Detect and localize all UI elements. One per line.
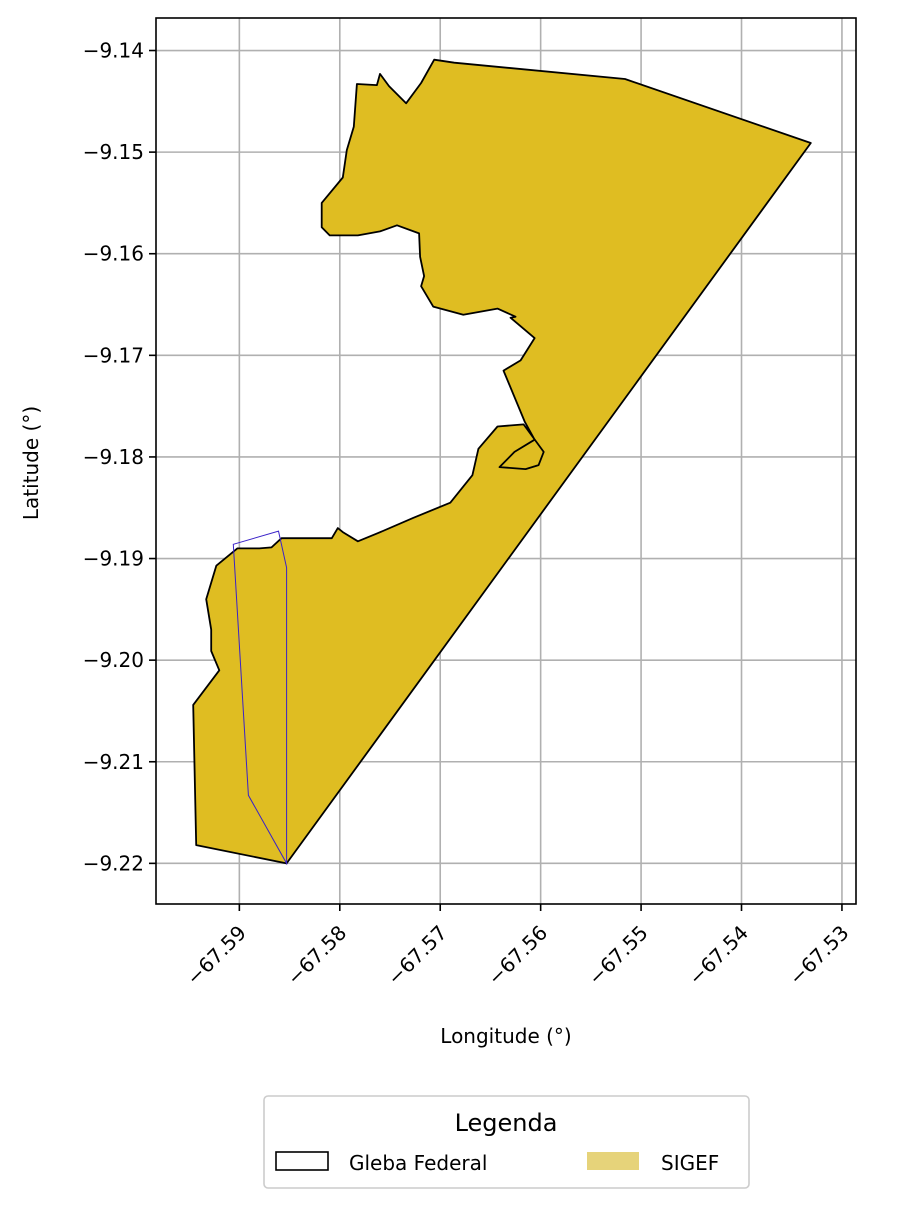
plot-frame: [155, 17, 857, 905]
y-tick-label: −9.20: [83, 648, 144, 672]
x-axis-title: Longitude (°): [440, 1024, 571, 1048]
y-tick-label: −9.15: [83, 140, 144, 164]
sigef-polygon: [232, 530, 288, 866]
y-tick-label: −9.17: [83, 343, 144, 367]
y-axis-title: Latitude (°): [19, 406, 43, 520]
y-tick-label: −9.18: [83, 445, 144, 469]
legend-label-gleba-federal: Gleba Federal: [349, 1151, 487, 1175]
legend-label-sigef: SIGEF: [661, 1151, 719, 1175]
legend-title: Legenda: [455, 1109, 558, 1137]
x-tick-label: −67.58: [282, 921, 351, 990]
x-axis-ticks: −67.59 −67.58 −67.57 −67.56 −67.55 −67.54 −67.…: [182, 904, 853, 990]
legend: Legenda Gleba Federal SIGEF: [263, 1095, 750, 1189]
x-tick-label: −67.54: [684, 921, 753, 990]
x-tick-label: −67.59: [182, 921, 251, 990]
legend-swatch-gleba-federal: [275, 1151, 329, 1171]
y-tick-label: −9.16: [83, 242, 144, 266]
legend-swatch-sigef: [587, 1152, 639, 1170]
y-tick-label: −9.19: [83, 547, 144, 571]
y-tick-label: −9.22: [83, 851, 144, 875]
y-tick-label: −9.14: [83, 39, 144, 63]
x-tick-label: −67.55: [583, 921, 652, 990]
x-tick-label: −67.53: [784, 921, 853, 990]
x-tick-label: −67.56: [483, 921, 552, 990]
y-axis-ticks: −9.14 −9.15 −9.16 −9.17 −9.18 −9.19 −9.20 −9.21…: [83, 39, 156, 875]
y-tick-label: −9.21: [83, 750, 144, 774]
x-tick-label: −67.57: [382, 921, 451, 990]
gleba-federal-polygon: [192, 58, 812, 865]
